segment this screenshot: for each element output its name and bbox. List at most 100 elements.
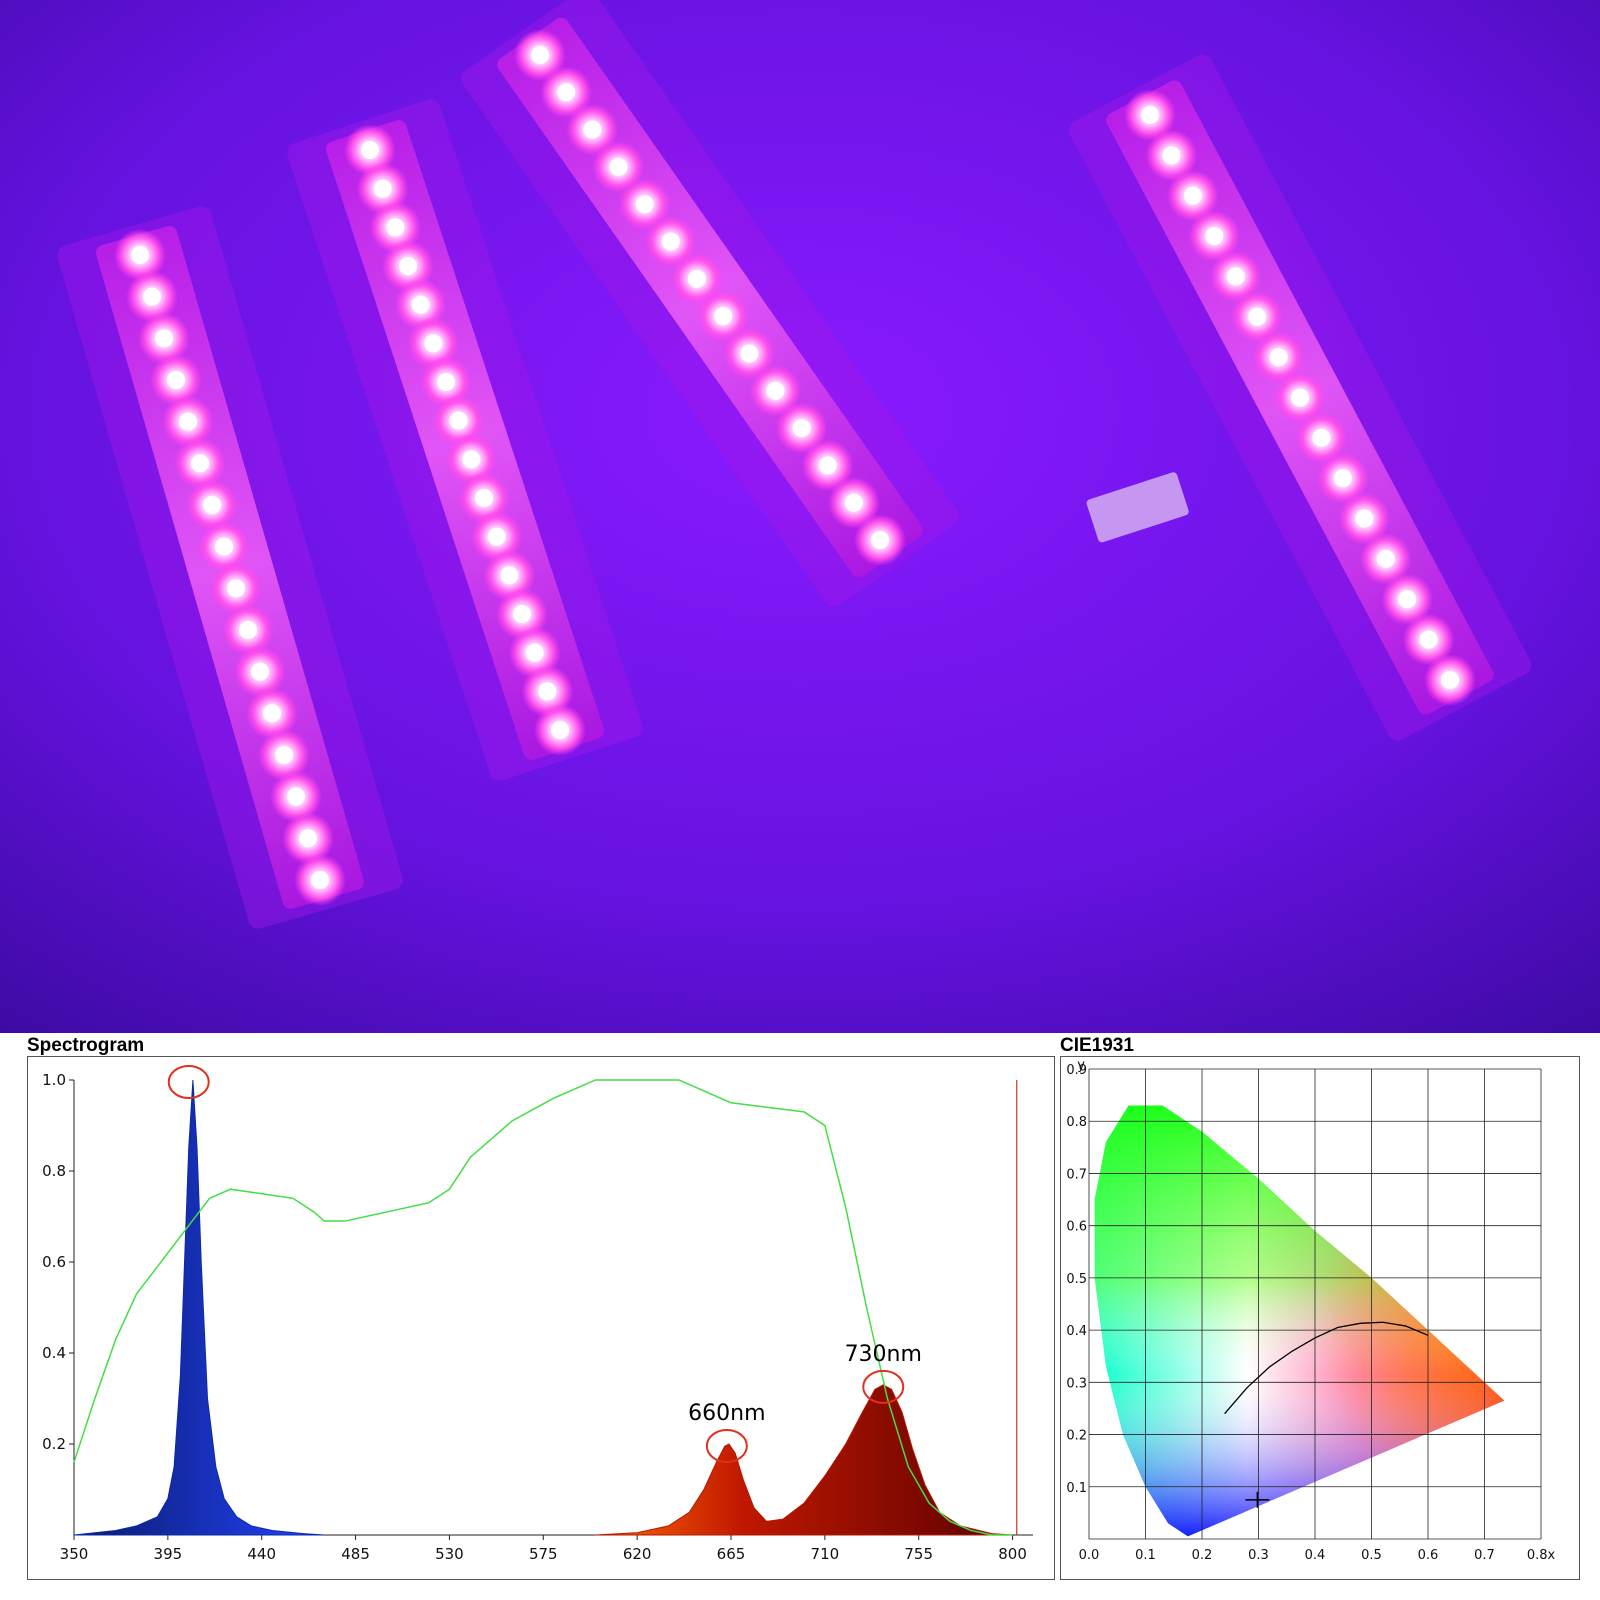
- spectrogram-chart: 0.2 0.4 0.6 0.8 1.0 350 395 440 485 530 575 620 665 7…: [42, 1037, 1033, 1563]
- cie-title: CIE1931: [1060, 1035, 1134, 1056]
- led-core: [1333, 469, 1352, 488]
- x-tick-label: 0.4: [1305, 1548, 1326, 1563]
- led-core: [740, 344, 759, 363]
- led-core: [203, 496, 221, 514]
- led-core: [1441, 671, 1459, 689]
- y-tick-label: 0.6: [42, 1253, 66, 1271]
- x-tick-label: 485: [341, 1545, 370, 1563]
- led-core: [871, 531, 889, 549]
- led-core: [263, 704, 281, 723]
- x-tick-label: 0.1: [1135, 1548, 1156, 1563]
- x-tick-label: 665: [717, 1545, 746, 1563]
- led-core: [513, 605, 531, 623]
- led-core: [1141, 106, 1159, 124]
- y-tick-label: 0.8: [42, 1162, 66, 1180]
- led-core: [609, 157, 628, 176]
- led-core: [155, 329, 173, 348]
- led-core: [551, 721, 569, 739]
- x-tick-label: 0.5: [1361, 1548, 1382, 1563]
- y-tick-label: 0.8: [1066, 1115, 1087, 1130]
- led-core: [557, 83, 576, 102]
- led-core: [1291, 388, 1309, 407]
- cie-chart: 0.0 0.1 0.2 0.3 0.4 0.5 0.6 0.7 0.8x 0.1 0.2 0.3 0.4…: [1066, 1058, 1556, 1563]
- led-core: [500, 566, 519, 585]
- x-tick-label: 0.0: [1079, 1548, 1100, 1563]
- spectrum-area-1: [595, 1384, 1013, 1536]
- led-core: [635, 195, 654, 214]
- y-tick-label: 0.3: [1066, 1376, 1087, 1391]
- led-core: [424, 334, 443, 353]
- led-core: [227, 579, 245, 598]
- x-tick-label: 530: [435, 1545, 464, 1563]
- peak-label: 660nm: [688, 1401, 765, 1426]
- y-tick-label: 0.1: [1066, 1481, 1087, 1496]
- led-core: [449, 411, 468, 430]
- led-core: [1226, 267, 1245, 286]
- x-tick-label: 800: [998, 1545, 1027, 1563]
- led-core: [462, 450, 481, 469]
- led-core: [1355, 509, 1374, 528]
- spectrogram-title: Spectrogram: [27, 1035, 145, 1056]
- peak-circle: [167, 1065, 210, 1099]
- led-core: [1248, 307, 1267, 326]
- peak-circle: [862, 1369, 905, 1404]
- x-tick-label: 395: [154, 1545, 183, 1563]
- led-core: [251, 662, 269, 681]
- peak-circle: [705, 1429, 748, 1463]
- y-tick-label: 0.6: [1066, 1220, 1087, 1235]
- led-core: [525, 643, 544, 662]
- led-core: [311, 871, 329, 889]
- led-core: [131, 246, 149, 264]
- led-core: [687, 269, 706, 288]
- led-core: [475, 489, 493, 507]
- x-tick-label: 0.6: [1418, 1548, 1439, 1563]
- spectrum-area-0: [73, 1079, 325, 1536]
- led-core: [275, 746, 293, 764]
- led-core: [766, 381, 785, 400]
- led-core: [143, 287, 161, 306]
- led-bars: [57, 0, 1532, 929]
- led-core: [1205, 227, 1224, 246]
- led-core: [583, 120, 602, 139]
- y-tick-label: 0.7: [1066, 1167, 1087, 1182]
- led-core: [531, 46, 549, 64]
- led-core: [792, 419, 811, 438]
- led-core: [1183, 186, 1202, 205]
- x-tick-label: 440: [247, 1545, 276, 1563]
- x-tick-label: 350: [60, 1545, 89, 1563]
- led-core: [1398, 590, 1417, 609]
- y-tick-label: 0.9: [1066, 1063, 1087, 1078]
- bracket-plate: [1086, 472, 1189, 543]
- y-axis-label: y: [1077, 1058, 1085, 1073]
- x-tick-label: 0.2: [1192, 1548, 1213, 1563]
- led-core: [411, 295, 430, 314]
- peak-label: 730nm: [845, 1342, 922, 1367]
- led-core: [538, 682, 557, 701]
- led-core: [399, 257, 417, 275]
- led-core: [1312, 428, 1331, 447]
- led-core: [1419, 630, 1438, 649]
- x-tick-label: 0.7: [1474, 1548, 1495, 1563]
- y-tick-label: 0.2: [1066, 1429, 1087, 1444]
- photo-svg: [0, 0, 1600, 1033]
- spectrogram-frame: 0.2 0.4 0.6 0.8 1.0 350 395 440 485 530 575 620 665 7…: [27, 1037, 1055, 1580]
- y-tick-label: 0.4: [42, 1344, 66, 1362]
- y-tick-label: 1.0: [42, 1071, 66, 1089]
- led-core: [373, 179, 392, 198]
- x-tick-label: 620: [623, 1545, 652, 1563]
- led-core: [818, 456, 837, 475]
- x-tick-label: 0.8x: [1527, 1548, 1556, 1563]
- y-tick-label: 0.2: [42, 1435, 66, 1453]
- x-tick-label: 755: [904, 1545, 933, 1563]
- led-core: [386, 218, 405, 237]
- cie-frame: 0.0 0.1 0.2 0.3 0.4 0.5 0.6 0.7 0.8x 0.1 0.2 0.3 0.4…: [1060, 1056, 1580, 1580]
- led-core: [714, 307, 733, 326]
- led-core: [299, 829, 317, 848]
- led-grow-light-photo: [0, 0, 1600, 1033]
- led-core: [661, 232, 680, 251]
- x-tick-label: 710: [811, 1545, 840, 1563]
- y-tick-label: 0.5: [1066, 1272, 1087, 1287]
- led-core: [287, 787, 305, 806]
- led-core: [215, 537, 233, 556]
- led-core: [1269, 348, 1288, 367]
